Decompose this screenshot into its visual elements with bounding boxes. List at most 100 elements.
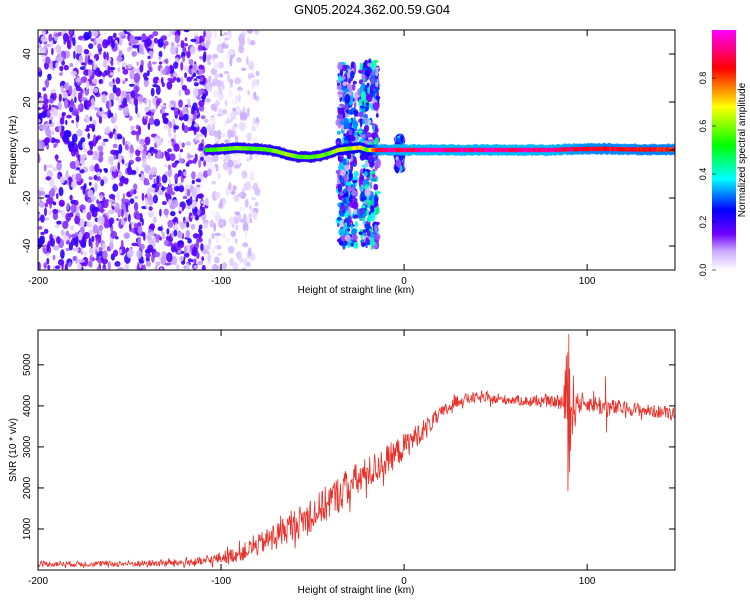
noise-blob <box>125 77 128 82</box>
colorbar-tick-label: 0.0 <box>698 264 708 277</box>
burst-blob <box>375 158 381 169</box>
noise-blob <box>40 231 45 236</box>
noise-blob <box>230 111 237 120</box>
noise-blob <box>88 176 93 180</box>
noise-blob <box>66 39 71 49</box>
burst-blob <box>353 109 359 116</box>
burst-blob <box>348 136 356 142</box>
noise-blob <box>117 135 123 140</box>
noise-blob <box>187 258 192 263</box>
noise-blob <box>119 104 126 109</box>
noise-blob <box>50 137 56 144</box>
noise-blob <box>110 230 117 239</box>
noise-blob <box>206 30 212 40</box>
noise-blob <box>144 106 151 113</box>
burst-blob <box>357 213 363 219</box>
noise-blob <box>203 118 209 123</box>
burst-blob <box>395 159 402 168</box>
burst-blob <box>347 228 351 232</box>
noise-blob <box>213 73 220 79</box>
noise-blob <box>181 122 185 131</box>
noise-blob <box>137 236 142 246</box>
noise-blob <box>185 262 190 270</box>
noise-blob <box>118 171 123 177</box>
noise-blob <box>227 246 235 254</box>
noise-blob <box>112 143 118 149</box>
burst-blob <box>348 171 354 181</box>
noise-blob <box>152 76 158 84</box>
noise-blob <box>84 128 91 132</box>
noise-blob <box>123 232 130 239</box>
noise-blob <box>155 261 161 267</box>
noise-blob <box>231 223 235 228</box>
noise-blob <box>59 72 63 76</box>
noise-blob <box>152 149 158 154</box>
noise-blob <box>99 206 104 214</box>
burst-blob <box>335 118 342 127</box>
noise-blob <box>239 219 246 223</box>
noise-blob <box>129 198 135 205</box>
burst-blob <box>359 186 364 191</box>
noise-blob <box>79 204 86 211</box>
noise-blob <box>137 36 142 41</box>
noise-blob <box>174 173 179 182</box>
noise-blob <box>235 224 239 231</box>
burst-blob <box>339 192 344 197</box>
noise-blob <box>72 142 79 153</box>
noise-blob <box>192 72 197 78</box>
noise-blob <box>217 252 222 256</box>
noise-blob <box>222 44 229 49</box>
burst-blob <box>366 230 371 237</box>
noise-blob <box>77 140 84 151</box>
noise-blob <box>129 70 135 80</box>
noise-blob <box>89 255 93 264</box>
noise-blob <box>195 240 200 249</box>
noise-blob <box>252 116 256 126</box>
noise-blob <box>118 143 123 154</box>
noise-blob <box>185 230 190 238</box>
noise-blob <box>117 161 121 172</box>
noise-blob <box>251 125 256 132</box>
x-tick-label: -100 <box>211 576 231 587</box>
noise-blob <box>219 73 224 78</box>
noise-blob <box>96 176 102 182</box>
burst-blob <box>374 233 381 241</box>
noise-blob <box>173 125 180 130</box>
noise-blob <box>241 170 248 179</box>
noise-blob <box>84 116 90 124</box>
burst-blob <box>364 171 368 177</box>
noise-blob <box>193 258 197 264</box>
noise-blob <box>153 118 161 127</box>
noise-blob <box>92 87 99 94</box>
noise-blob <box>146 188 152 198</box>
burst-blob <box>354 134 358 144</box>
noise-blob <box>95 171 101 177</box>
noise-blob <box>108 112 114 118</box>
noise-blob <box>52 211 59 221</box>
noise-blob <box>112 84 117 94</box>
noise-blob <box>138 44 144 55</box>
noise-blob <box>176 263 180 270</box>
noise-blob <box>74 215 80 225</box>
noise-blob <box>147 122 151 130</box>
noise-blob <box>239 206 245 212</box>
noise-blob <box>134 195 138 200</box>
colorbar-tick-label: 0.8 <box>698 72 708 85</box>
noise-blob <box>186 160 194 164</box>
noise-blob <box>50 88 57 94</box>
noise-blob <box>112 183 119 192</box>
noise-blob <box>82 141 86 149</box>
noise-blob <box>210 82 217 87</box>
burst-blob <box>359 85 363 94</box>
y-tick-label: 20 <box>22 96 33 108</box>
noise-blob <box>231 190 236 195</box>
noise-blob <box>188 58 194 66</box>
burst-blob <box>366 217 370 221</box>
noise-blob <box>122 66 125 70</box>
noise-blob <box>38 226 43 230</box>
noise-blob <box>51 47 54 56</box>
noise-blob <box>99 194 104 200</box>
burst-blob <box>362 232 367 236</box>
noise-blob <box>131 50 137 57</box>
